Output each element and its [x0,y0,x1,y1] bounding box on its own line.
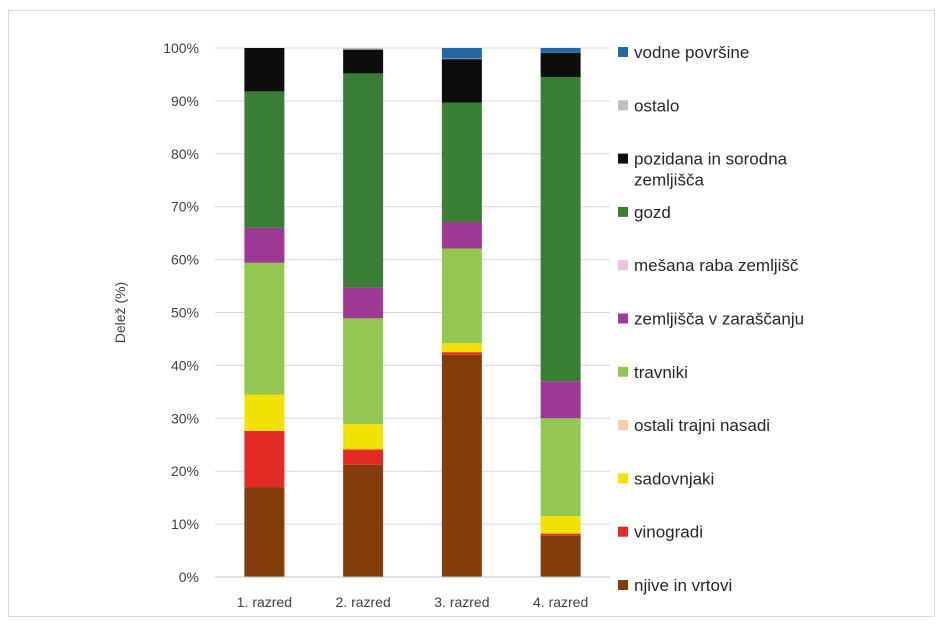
legend-label: zemljišča [634,171,704,190]
y-axis-title: Delež (%) [112,282,128,343]
bar-segment[interactable] [244,487,285,577]
legend-swatch [618,580,628,590]
bar-segment[interactable] [244,394,285,431]
legend-label: vodne površine [634,43,749,62]
bar-segment[interactable] [343,424,384,450]
bar-segment[interactable] [540,516,581,534]
bar-segment[interactable] [343,464,384,577]
bar-segment[interactable] [441,59,482,103]
legend-swatch [618,153,628,164]
x-tick-label: 4. razred [533,594,588,610]
bar-segment[interactable] [343,449,384,465]
y-tick-label: 50% [171,305,199,321]
legend-swatch [618,206,628,217]
legend-label: vinogradi [634,523,703,542]
bar-segment[interactable] [343,48,384,50]
legend-label: mešana raba zemljišč [634,256,799,275]
legend-swatch [618,260,628,271]
bar-segment[interactable] [441,222,482,249]
y-tick-label: 0% [179,569,199,585]
bar-segment[interactable] [343,49,384,74]
y-tick-label: 10% [171,516,199,532]
bar-segment[interactable] [441,343,482,353]
bar-segment[interactable] [540,381,581,419]
legend-label: zemljišča v zaraščanju [634,310,804,329]
y-tick-label: 100% [163,40,199,56]
x-tick-label: 1. razred [237,594,292,610]
legend-label: sadovnjaki [634,469,714,488]
bar-segment[interactable] [244,430,285,488]
legend-swatch [618,420,628,431]
bar-segment[interactable] [343,287,384,319]
legend-swatch [618,100,628,111]
legend-swatch [618,473,628,484]
y-tick-label: 60% [171,252,199,268]
y-tick-label: 30% [171,410,199,426]
bar-segment[interactable] [540,48,581,53]
bar-segment[interactable] [441,102,482,223]
x-tick-label: 3. razred [434,594,489,610]
bar-segment[interactable] [540,77,581,382]
bar-segment[interactable] [540,533,581,536]
bar-segment[interactable] [441,58,482,60]
bar-segment[interactable] [441,248,482,344]
bar-segment[interactable] [540,418,581,517]
legend-label: njive in vrtovi [634,576,732,595]
legend-label: gozd [634,203,671,222]
bar-segment[interactable] [441,48,482,59]
bar-segment[interactable] [540,52,581,78]
bar-segment[interactable] [343,318,384,425]
legend-label: ostali trajni nasadi [634,416,770,435]
bar-segment[interactable] [244,227,285,263]
bar-segment[interactable] [244,48,285,92]
bar-segment[interactable] [441,352,482,355]
legend-label: ostalo [634,96,679,115]
legend-swatch [618,313,628,324]
legend-swatch [618,47,628,57]
legend-swatch [618,366,628,377]
legend-swatch [618,526,628,537]
bar-segment[interactable] [244,91,285,228]
bar-segment[interactable] [441,354,482,577]
bar-segment[interactable] [343,73,384,288]
bar-segment[interactable] [244,262,285,395]
bar-segment[interactable] [540,535,581,577]
legend-label: travniki [634,363,688,382]
y-tick-label: 20% [171,463,199,479]
x-tick-label: 2. razred [336,594,391,610]
y-tick-label: 40% [171,357,199,373]
legend-label: pozidana in sorodna [634,150,788,169]
y-tick-label: 80% [171,146,199,162]
y-tick-label: 90% [171,93,199,109]
y-tick-label: 70% [171,199,199,215]
